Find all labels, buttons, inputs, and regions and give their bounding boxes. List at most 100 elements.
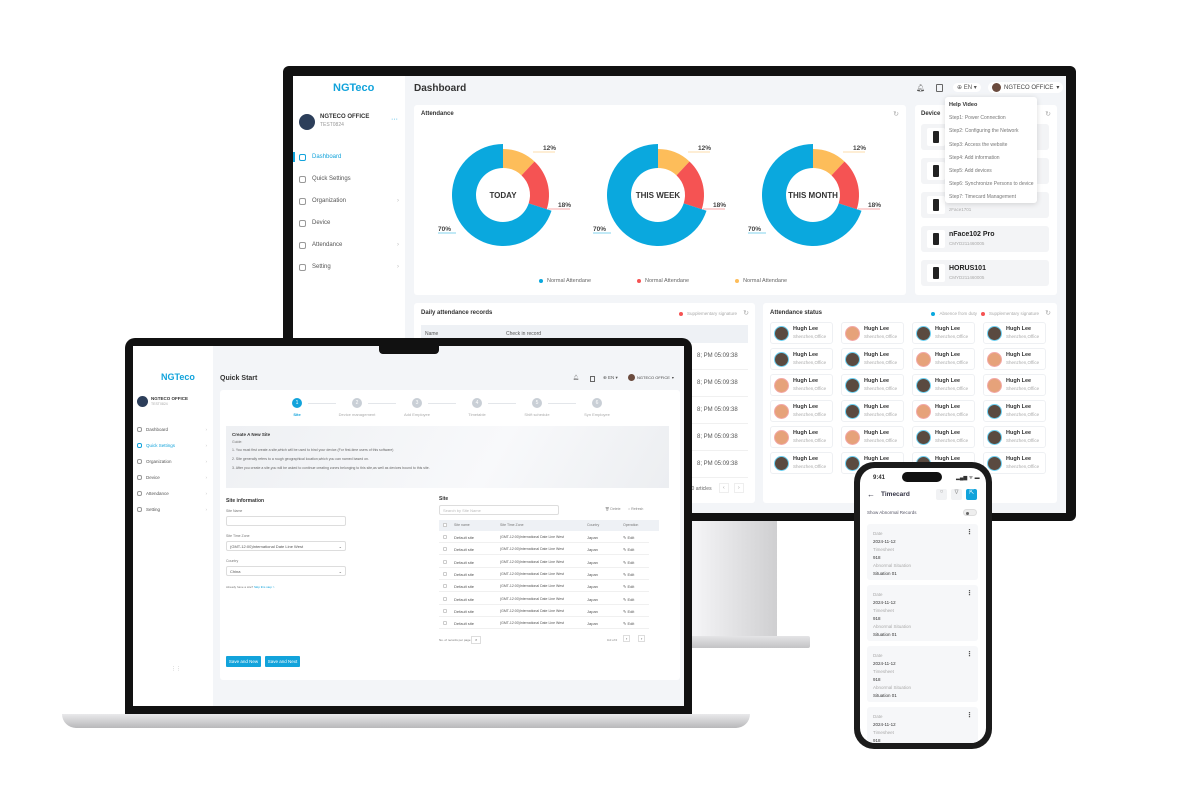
timecard-card[interactable]: Date 2024-11-12 Timesheet 918 Abnormal Situa… (867, 524, 978, 580)
column-operation[interactable]: Operation (623, 523, 639, 527)
export-icon[interactable]: ⇱ (966, 489, 977, 500)
step-indicator[interactable]: 3 (412, 398, 422, 408)
person-card[interactable]: Hugh Lee Shenzhen,Office (983, 400, 1046, 422)
person-card[interactable]: Hugh Lee Shenzhen,Office (770, 400, 833, 422)
sidebar-item-quick-settings[interactable]: Quick Settings › (133, 437, 213, 453)
column-time-zone[interactable]: Site Time Zone (500, 523, 524, 527)
table-row[interactable]: Default site (GMT-12:00)International Dat… (439, 617, 649, 630)
person-card[interactable]: Hugh Lee Shenzhen,Office (770, 374, 833, 396)
step-indicator[interactable]: 5 (532, 398, 542, 408)
edit-button[interactable]: ✎ Edit (623, 621, 635, 627)
abnormal-records-toggle[interactable] (963, 509, 977, 516)
table-row[interactable]: Default site (GMT-12:00)International Dat… (439, 568, 649, 580)
help-step-item[interactable]: Step4: Add information (949, 154, 1000, 161)
person-card[interactable]: Hugh Lee Shenzhen,Office (841, 348, 904, 370)
person-card[interactable]: Hugh Lee Shenzhen,Office (912, 400, 975, 422)
person-card[interactable]: Hugh Lee Shenzhen,Office (983, 322, 1046, 344)
person-card[interactable]: Hugh Lee Shenzhen,Office (912, 322, 975, 344)
edit-button[interactable]: ✎ Edit (623, 584, 635, 590)
person-card[interactable]: Hugh Lee Shenzhen,Office (770, 452, 833, 474)
step-indicator[interactable]: 6 (592, 398, 602, 408)
help-step-item[interactable]: Step3: Access the website (949, 141, 1008, 148)
refresh-button[interactable]: ○ Refresh (628, 507, 644, 511)
prev-page-button[interactable]: ‹ (623, 635, 631, 642)
person-card[interactable]: Hugh Lee Shenzhen,Office (841, 400, 904, 422)
person-card[interactable]: Hugh Lee Shenzhen,Office (841, 374, 904, 396)
refresh-icon[interactable]: ↻ (1045, 310, 1051, 317)
time-zone-select[interactable]: (GMT-12:00)International Date Line West ⌄ (226, 541, 346, 551)
person-card[interactable]: Hugh Lee Shenzhen,Office (912, 348, 975, 370)
edit-button[interactable]: ✎ Edit (623, 571, 635, 577)
refresh-icon[interactable]: ↻ (743, 310, 749, 317)
user-menu[interactable]: NGTECO OFFICE ▾ (988, 82, 1064, 93)
column-check-in[interactable]: Check in record (506, 331, 542, 337)
person-card[interactable]: Hugh Lee Shenzhen,Office (841, 322, 904, 344)
edit-button[interactable]: ✎ Edit (623, 547, 635, 553)
person-card[interactable]: Hugh Lee Shenzhen,Office (770, 322, 833, 344)
person-card[interactable]: Hugh Lee Shenzhen,Office (912, 426, 975, 448)
column-name[interactable]: Name (425, 331, 439, 337)
help-step-item[interactable]: Step6: Synchronize Persons to device (949, 181, 1034, 188)
refresh-icon[interactable]: ↻ (893, 111, 899, 118)
step-indicator[interactable]: 1 (292, 398, 302, 408)
row-checkbox[interactable] (443, 547, 447, 552)
more-vertical-icon[interactable]: ⋮ (966, 529, 973, 536)
person-card[interactable]: Hugh Lee Shenzhen,Office (912, 374, 975, 396)
device-item[interactable]: nFace102 Pro CMYD211460005 (921, 226, 1049, 252)
more-vertical-icon[interactable]: ⋮ (966, 590, 973, 597)
skip-step-link[interactable]: Skip this step > (254, 585, 275, 589)
help-step-item[interactable]: Step2: Configuring the Network (949, 128, 1019, 135)
help-book-icon[interactable] (590, 376, 595, 382)
donut-segment[interactable] (658, 149, 690, 176)
sidebar-item-attendance[interactable]: Attendance › (133, 485, 213, 501)
site-name-input[interactable] (226, 516, 346, 526)
sidebar-item-quick-settings[interactable]: Quick Settings (293, 168, 405, 190)
table-row[interactable]: Default site (GMT-12:00)International Dat… (439, 605, 649, 617)
delete-button[interactable]: 🗑︎ Delete (605, 507, 621, 511)
step-indicator[interactable]: 4 (472, 398, 482, 408)
donut-segment[interactable] (521, 161, 549, 210)
bell-icon[interactable]: 🔔︎ (916, 85, 925, 92)
help-step-item[interactable]: Step1: Power Connection (949, 115, 1006, 122)
help-step-item[interactable]: Step7: Timecard Management (949, 194, 1016, 201)
sidebar-item-dashboard[interactable]: Dashboard (293, 146, 405, 168)
donut-segment[interactable] (452, 144, 552, 246)
help-book-icon[interactable] (936, 84, 943, 92)
more-icon[interactable]: ··· (391, 116, 398, 123)
row-checkbox[interactable] (443, 621, 447, 626)
timecard-card[interactable]: Date 2024-11-12 Timesheet 918 Abnormal Situa… (867, 646, 978, 702)
donut-segment[interactable] (676, 161, 704, 210)
device-item[interactable]: HORUS101 CMYD211460005 (921, 260, 1049, 286)
person-card[interactable]: Hugh Lee Shenzhen,Office (841, 426, 904, 448)
row-checkbox[interactable] (443, 584, 447, 589)
language-selector[interactable]: ⊕ EN ▾ (953, 83, 981, 92)
person-card[interactable]: Hugh Lee Shenzhen,Office (770, 348, 833, 370)
sidebar-item-device[interactable]: Device › (133, 469, 213, 485)
sidebar-item-setting[interactable]: Setting › (133, 501, 213, 517)
step-indicator[interactable]: 2 (352, 398, 362, 408)
sidebar-item-attendance[interactable]: Attendance › (293, 234, 405, 256)
select-all-checkbox[interactable] (443, 523, 447, 527)
row-checkbox[interactable] (443, 596, 447, 601)
country-select[interactable]: China ⌄ (226, 566, 346, 576)
search-icon[interactable]: ○ (936, 489, 947, 500)
site-search-input[interactable]: Search by Site Name (439, 505, 559, 515)
row-checkbox[interactable] (443, 559, 447, 564)
sidebar-item-organization[interactable]: Organization › (293, 190, 405, 212)
person-card[interactable]: Hugh Lee Shenzhen,Office (983, 374, 1046, 396)
filter-icon[interactable]: ∇ (951, 489, 962, 500)
sidebar-item-device[interactable]: Device (293, 212, 405, 234)
donut-segment[interactable] (831, 161, 859, 210)
next-page-button[interactable]: › (734, 483, 744, 493)
row-checkbox[interactable] (443, 535, 447, 539)
column-site-name[interactable]: Site name (454, 523, 470, 527)
back-arrow-icon[interactable]: ← (867, 490, 875, 499)
user-menu[interactable]: NGTECO OFFICE ▾ (628, 374, 674, 381)
edit-button[interactable]: ✎ Edit (623, 535, 635, 540)
edit-button[interactable]: ✎ Edit (623, 608, 635, 614)
edit-button[interactable]: ✎ Edit (623, 596, 635, 602)
table-row[interactable]: Default site (GMT-12:00)International Dat… (439, 556, 649, 568)
sidebar-item-organization[interactable]: Organization › (133, 453, 213, 469)
more-vertical-icon[interactable]: ⋮ (966, 712, 973, 719)
table-row[interactable]: Default site (GMT-12:00)International Dat… (439, 531, 649, 543)
